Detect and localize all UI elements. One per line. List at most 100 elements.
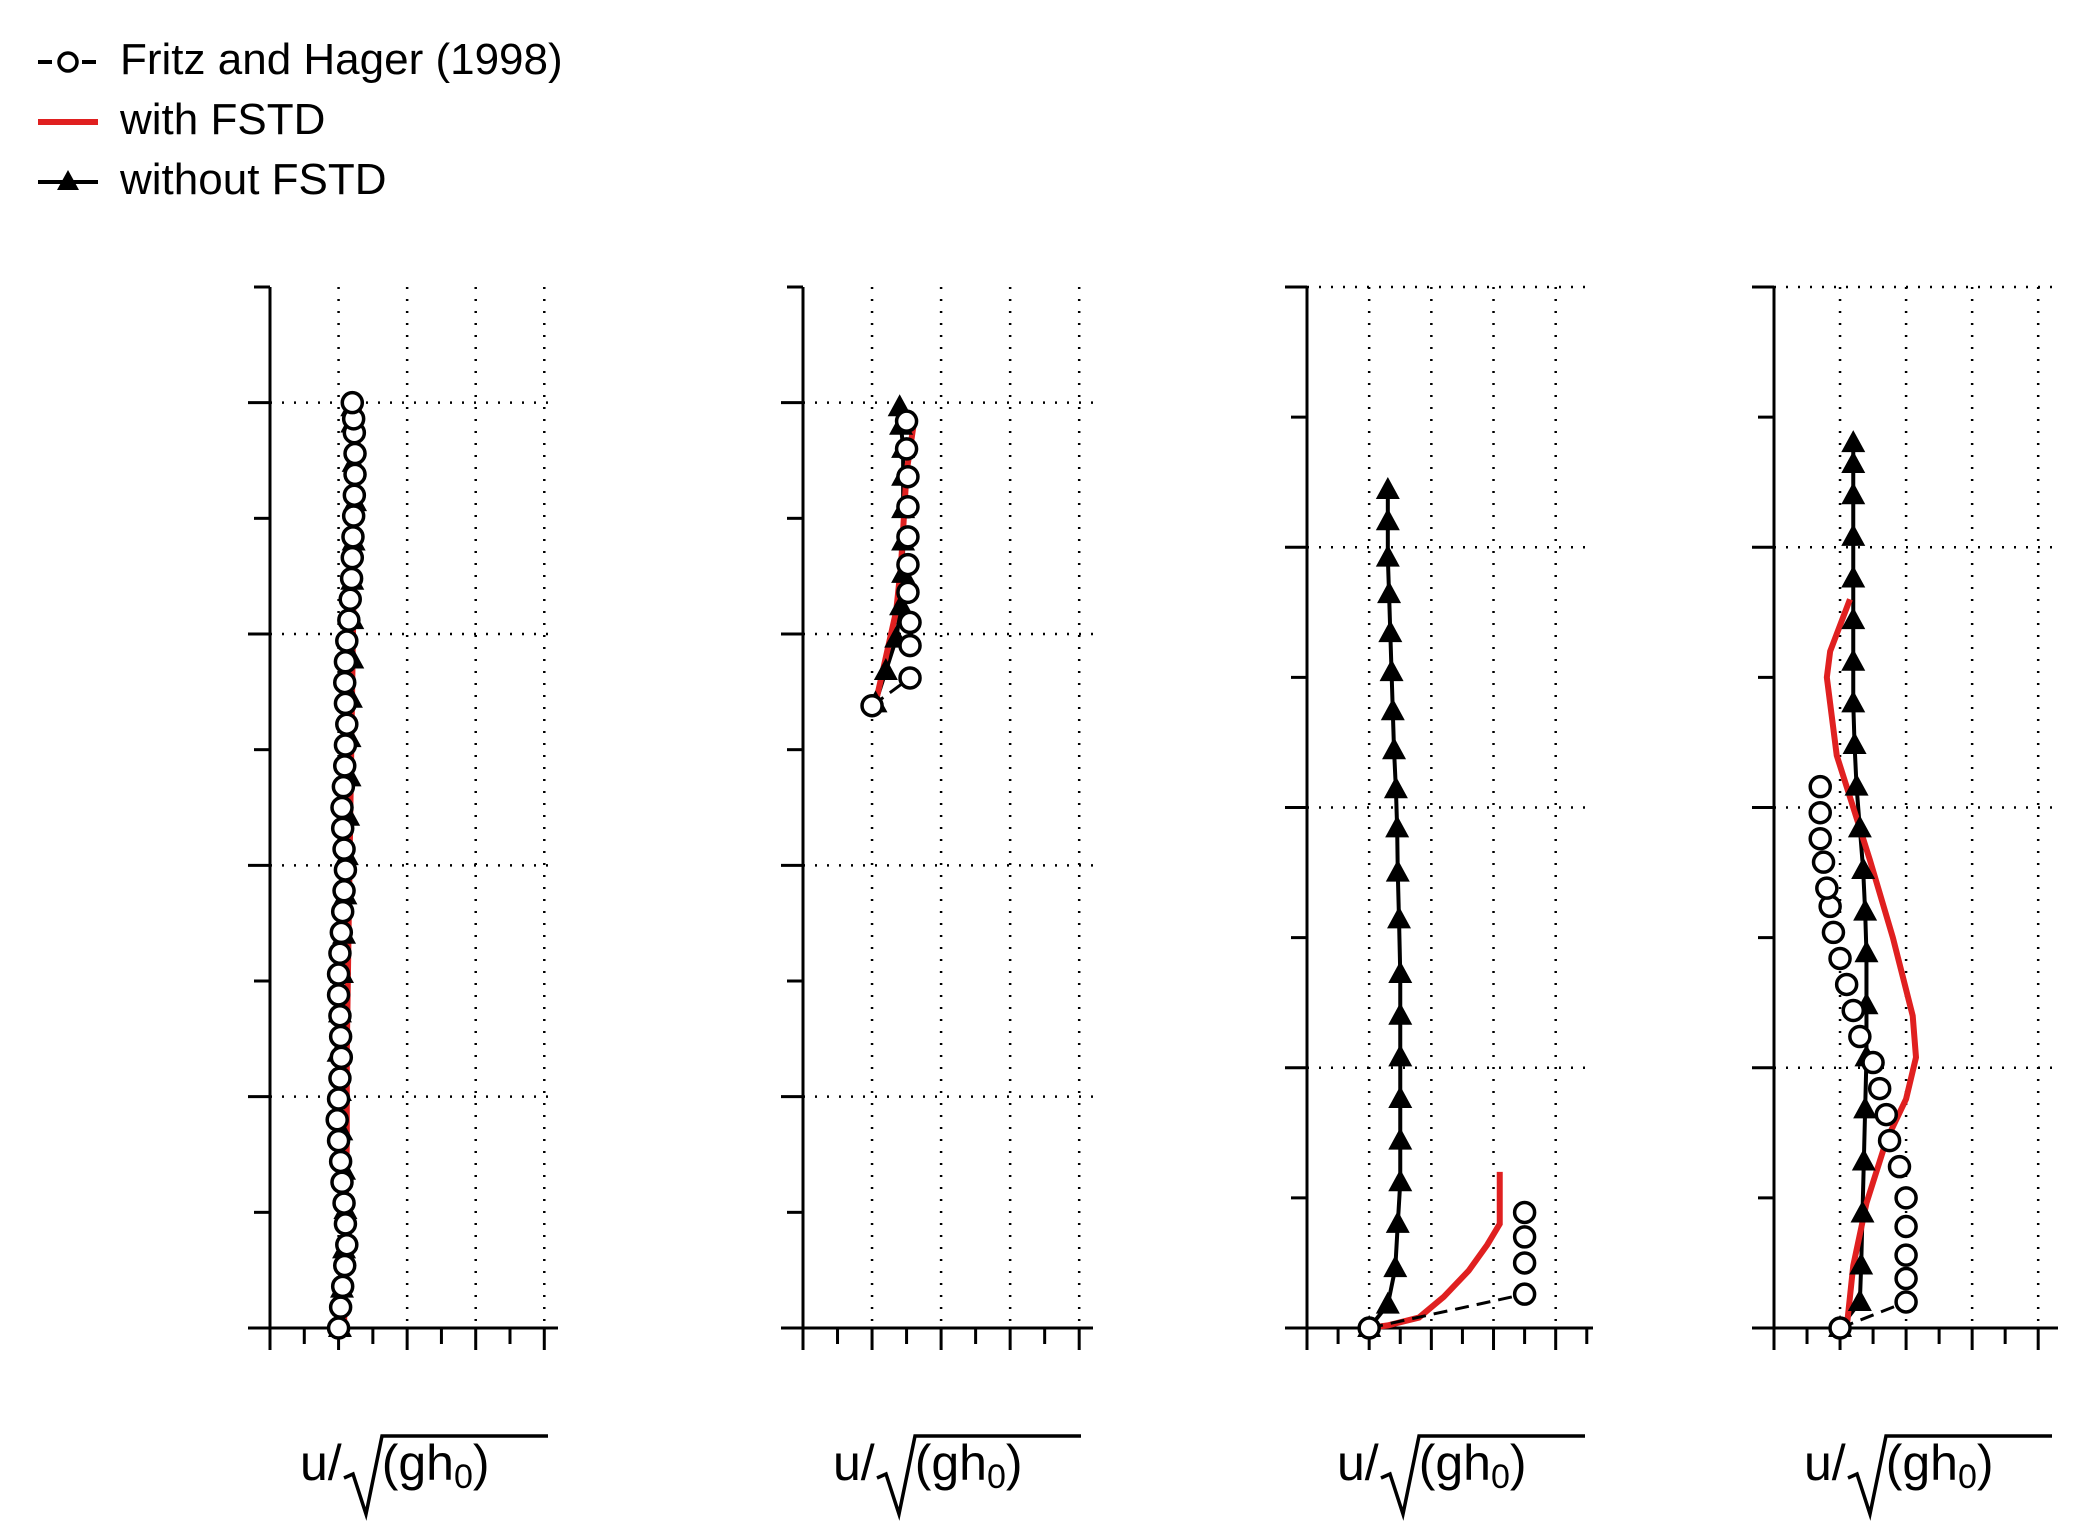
point-fritz — [332, 1191, 356, 1215]
legend-label-fritz: Fritz and Hager (1998) — [120, 35, 563, 84]
point-without-fstd — [1842, 732, 1867, 755]
point-without-fstd — [1841, 690, 1866, 713]
point-without-fstd — [1375, 544, 1400, 567]
legend-label-with-fstd: with FSTD — [119, 95, 325, 144]
point-without-fstd — [1841, 482, 1866, 505]
point-fritz — [339, 566, 364, 591]
point-without-fstd — [1375, 1291, 1400, 1314]
point-fritz — [330, 816, 355, 841]
x-label-close: ) — [1510, 1435, 1527, 1491]
point-fritz — [333, 1212, 358, 1236]
x-label-sub: 0 — [1491, 1458, 1510, 1496]
legend: Fritz and Hager (1998) with FSTD without… — [38, 35, 563, 204]
x-label-close: ) — [473, 1435, 490, 1491]
point-fritz — [1808, 800, 1832, 825]
point-fritz — [335, 1232, 359, 1257]
point-without-fstd — [1383, 776, 1408, 799]
x-label-main: u/ — [1804, 1435, 1846, 1491]
point-fritz — [896, 464, 920, 489]
point-fritz — [330, 1274, 355, 1299]
point-fritz — [326, 1128, 351, 1153]
point-fritz — [896, 580, 920, 605]
legend-marker-triangle — [57, 170, 79, 190]
point-fritz — [1808, 826, 1832, 851]
point-fritz — [343, 462, 367, 487]
sqrt-sign — [1847, 1434, 2052, 1521]
point-without-fstd — [1388, 1002, 1413, 1025]
point-fritz — [894, 409, 919, 433]
point-fritz — [332, 754, 357, 778]
point-without-fstd — [1851, 856, 1876, 879]
panel-c: u/ (gh0) — [1285, 285, 1593, 1521]
point-fritz — [329, 1045, 354, 1070]
point-fritz — [333, 733, 358, 757]
point-fritz — [342, 483, 367, 507]
point-fritz — [1357, 1316, 1381, 1340]
legend-entry-fritz: Fritz and Hager (1998) — [38, 35, 563, 84]
point-without-fstd — [1387, 906, 1412, 929]
point-without-fstd — [1850, 1200, 1875, 1223]
point-fritz — [325, 1108, 349, 1132]
series-line-fritz — [1368, 1292, 1525, 1330]
sqrt-sign — [876, 1434, 1081, 1521]
point-fritz — [898, 633, 922, 658]
point-fritz — [1867, 1076, 1892, 1101]
point-fritz — [1887, 1154, 1912, 1179]
point-without-fstd — [1388, 1044, 1413, 1067]
point-without-fstd — [1847, 1288, 1872, 1311]
sqrt-sign — [343, 1434, 548, 1521]
point-fritz — [330, 899, 355, 924]
panel-b: u/ (gh0) — [781, 285, 1093, 1521]
point-fritz — [333, 650, 358, 674]
point-fritz — [1808, 774, 1832, 799]
point-without-fstd — [1385, 859, 1410, 882]
x-label-sub: 0 — [987, 1458, 1006, 1496]
point-without-fstd — [873, 658, 898, 681]
x-label-root: (gh — [915, 1435, 987, 1491]
point-fritz — [1512, 1251, 1537, 1275]
x-label-main: u/ — [1337, 1435, 1379, 1491]
legend-label-without-fstd: without FSTD — [119, 155, 387, 204]
point-without-fstd — [1388, 1127, 1413, 1150]
point-without-fstd — [1841, 430, 1866, 453]
point-without-fstd — [1841, 565, 1866, 588]
point-fritz — [894, 437, 919, 461]
x-label-main: u/ — [300, 1435, 342, 1491]
point-fritz — [1894, 1186, 1918, 1210]
point-fritz — [860, 693, 884, 718]
panel-d: u/ (gh0) — [1752, 285, 2058, 1521]
point-fritz — [1512, 1225, 1537, 1249]
point-fritz — [326, 1087, 351, 1111]
point-fritz — [1861, 1050, 1885, 1075]
point-fritz — [343, 441, 367, 466]
point-fritz — [330, 795, 354, 820]
x-label-close: ) — [1977, 1435, 1994, 1491]
series-line-without-fstd — [1838, 443, 1869, 1330]
point-fritz — [1811, 850, 1836, 874]
x-axis-label: u/ (gh0) — [833, 1435, 1023, 1496]
point-fritz — [333, 691, 358, 716]
series-line-with-fstd — [1823, 598, 1920, 1329]
point-without-fstd — [1380, 698, 1405, 721]
point-without-fstd — [1385, 815, 1410, 838]
x-label-root: (gh — [382, 1435, 454, 1491]
point-without-fstd — [1375, 476, 1400, 499]
point-fritz — [326, 962, 351, 986]
point-fritz — [1874, 1102, 1899, 1127]
panel-a: u/ (gh0) — [248, 285, 558, 1521]
point-fritz — [1894, 1243, 1918, 1267]
point-fritz — [1512, 1200, 1537, 1225]
point-fritz — [1877, 1128, 1902, 1153]
point-fritz — [1894, 1266, 1918, 1291]
point-without-fstd — [1841, 523, 1866, 546]
point-fritz — [326, 983, 351, 1007]
point-fritz — [1828, 946, 1852, 971]
x-label-sub: 0 — [1958, 1458, 1977, 1496]
point-fritz — [332, 837, 356, 861]
point-without-fstd — [1388, 961, 1413, 984]
point-fritz — [330, 1170, 354, 1195]
legend-entry-without-fstd: without FSTD — [38, 155, 387, 204]
point-fritz — [1894, 1290, 1918, 1314]
point-without-fstd — [1388, 1085, 1413, 1108]
point-without-fstd — [1841, 450, 1866, 473]
